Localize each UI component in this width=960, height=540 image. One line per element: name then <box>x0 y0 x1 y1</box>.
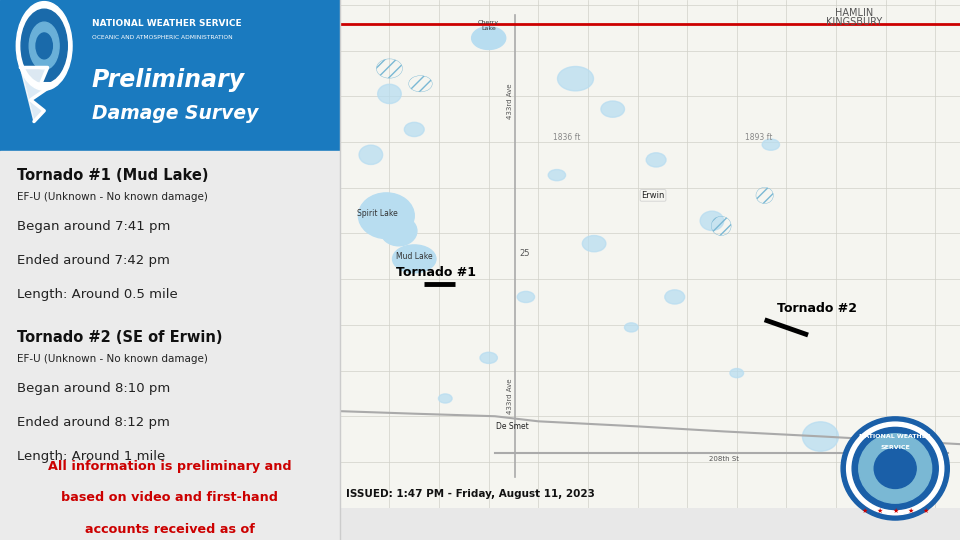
Text: ★: ★ <box>876 508 883 514</box>
Text: De Smet: De Smet <box>496 422 529 431</box>
Text: HAMLIN: HAMLIN <box>835 8 874 18</box>
Ellipse shape <box>646 153 666 167</box>
Text: ☉: ☉ <box>15 73 53 116</box>
Text: ★: ★ <box>907 508 914 514</box>
Text: 433rd Ave: 433rd Ave <box>507 378 513 414</box>
Text: EF-U (Unknown - No known damage): EF-U (Unknown - No known damage) <box>17 354 208 364</box>
Text: 433rd Ave: 433rd Ave <box>507 84 513 119</box>
Ellipse shape <box>803 422 838 451</box>
Text: Lake Preston: Lake Preston <box>882 471 926 477</box>
Ellipse shape <box>517 292 535 302</box>
Text: Tornado #2 (SE of Erwin): Tornado #2 (SE of Erwin) <box>17 330 223 346</box>
Ellipse shape <box>380 216 417 246</box>
Circle shape <box>21 9 67 83</box>
Ellipse shape <box>480 352 497 363</box>
Ellipse shape <box>393 245 436 273</box>
Circle shape <box>841 417 949 520</box>
Text: SERVICE: SERVICE <box>880 445 910 450</box>
Text: based on video and first-hand: based on video and first-hand <box>61 491 278 504</box>
Circle shape <box>36 33 53 59</box>
Text: All information is preliminary and: All information is preliminary and <box>48 460 292 473</box>
Text: EF-U (Unknown - No known damage): EF-U (Unknown - No known damage) <box>17 192 208 202</box>
Text: Mud Lake: Mud Lake <box>396 252 433 261</box>
Text: 25: 25 <box>519 249 530 258</box>
Circle shape <box>859 434 931 503</box>
Ellipse shape <box>882 444 921 474</box>
Text: 1893 ft: 1893 ft <box>745 132 772 141</box>
Text: Damage Survey: Damage Survey <box>92 104 258 123</box>
Text: ISSUED: 1:47 PM - Friday, August 11, 2023: ISSUED: 1:47 PM - Friday, August 11, 202… <box>346 489 595 499</box>
Text: accounts received as of: accounts received as of <box>85 523 254 536</box>
Ellipse shape <box>548 170 565 181</box>
Text: OCEANIC AND ATMOSPHERIC ADMINISTRATION: OCEANIC AND ATMOSPHERIC ADMINISTRATION <box>92 35 232 40</box>
Bar <box>0 151 340 540</box>
Text: Length: Around 1 mile: Length: Around 1 mile <box>17 450 165 463</box>
Text: Spirit Lake: Spirit Lake <box>357 208 397 218</box>
Circle shape <box>16 2 72 90</box>
Circle shape <box>852 427 938 510</box>
Text: Tornado #1 (Mud Lake): Tornado #1 (Mud Lake) <box>17 168 208 184</box>
Ellipse shape <box>730 368 744 377</box>
Text: Began around 8:10 pm: Began around 8:10 pm <box>17 382 170 395</box>
Ellipse shape <box>601 101 625 117</box>
Ellipse shape <box>471 26 506 50</box>
Text: Erwin: Erwin <box>641 191 664 200</box>
Ellipse shape <box>700 211 724 231</box>
Ellipse shape <box>404 123 424 137</box>
Ellipse shape <box>762 139 780 150</box>
Text: NATIONAL WEATHER: NATIONAL WEATHER <box>859 434 931 440</box>
Text: Began around 7:41 pm: Began around 7:41 pm <box>17 220 170 233</box>
Circle shape <box>29 22 60 70</box>
Ellipse shape <box>625 323 638 332</box>
Ellipse shape <box>377 84 401 104</box>
Text: Cherry
Lake: Cherry Lake <box>478 20 499 31</box>
Text: Tornado #1: Tornado #1 <box>396 267 475 280</box>
Polygon shape <box>20 68 55 122</box>
Text: 208th St: 208th St <box>709 456 739 462</box>
Text: Preliminary: Preliminary <box>92 68 245 92</box>
Text: NATIONAL WEATHER SERVICE: NATIONAL WEATHER SERVICE <box>92 19 241 28</box>
Text: Tornado #2: Tornado #2 <box>777 302 857 315</box>
Circle shape <box>875 448 916 489</box>
Ellipse shape <box>665 290 684 304</box>
Ellipse shape <box>439 394 452 403</box>
Text: KINGSBURY: KINGSBURY <box>827 17 882 27</box>
Ellipse shape <box>359 145 383 165</box>
Ellipse shape <box>583 235 606 252</box>
Text: ★: ★ <box>861 508 868 514</box>
Ellipse shape <box>558 66 593 91</box>
Text: Length: Around 0.5 mile: Length: Around 0.5 mile <box>17 288 178 301</box>
Ellipse shape <box>358 193 415 239</box>
Text: ★: ★ <box>892 508 899 514</box>
Text: Ended around 7:42 pm: Ended around 7:42 pm <box>17 254 170 267</box>
Text: 1836 ft: 1836 ft <box>553 132 580 141</box>
Circle shape <box>847 422 944 515</box>
Text: ★: ★ <box>923 508 929 514</box>
Text: Ended around 8:12 pm: Ended around 8:12 pm <box>17 416 170 429</box>
Bar <box>0 0 340 151</box>
